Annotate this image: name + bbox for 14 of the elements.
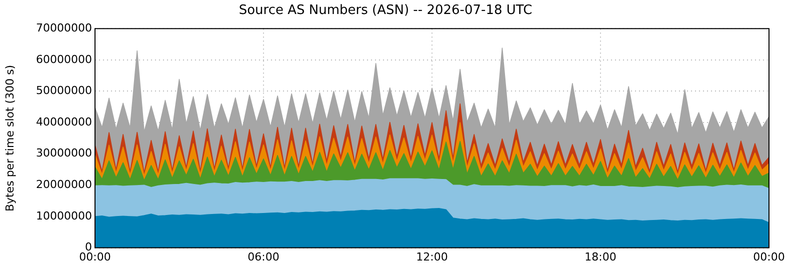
x-tick-label: 18:00 — [584, 250, 616, 264]
y-tick-label: 40000000 — [36, 115, 92, 128]
x-tick-label: 06:00 — [248, 250, 280, 264]
y-tick-label: 30000000 — [36, 146, 92, 160]
x-tick-label: 00:00 — [753, 250, 785, 264]
y-tick-label: 60000000 — [36, 52, 92, 66]
y-tick-label: 50000000 — [36, 84, 92, 98]
x-tick-label: 00:00 — [79, 250, 111, 264]
y-tick-label: 70000000 — [36, 21, 92, 34]
chart-title: Source AS Numbers (ASN) -- 2026-07-18 UTC — [238, 3, 532, 18]
y-tick-label: 10000000 — [36, 209, 92, 222]
y-tick-label: 20000000 — [36, 178, 92, 192]
y-axis-title: Bytes per time slot (300 s) — [3, 64, 16, 212]
x-tick-label: 12:00 — [416, 250, 448, 264]
